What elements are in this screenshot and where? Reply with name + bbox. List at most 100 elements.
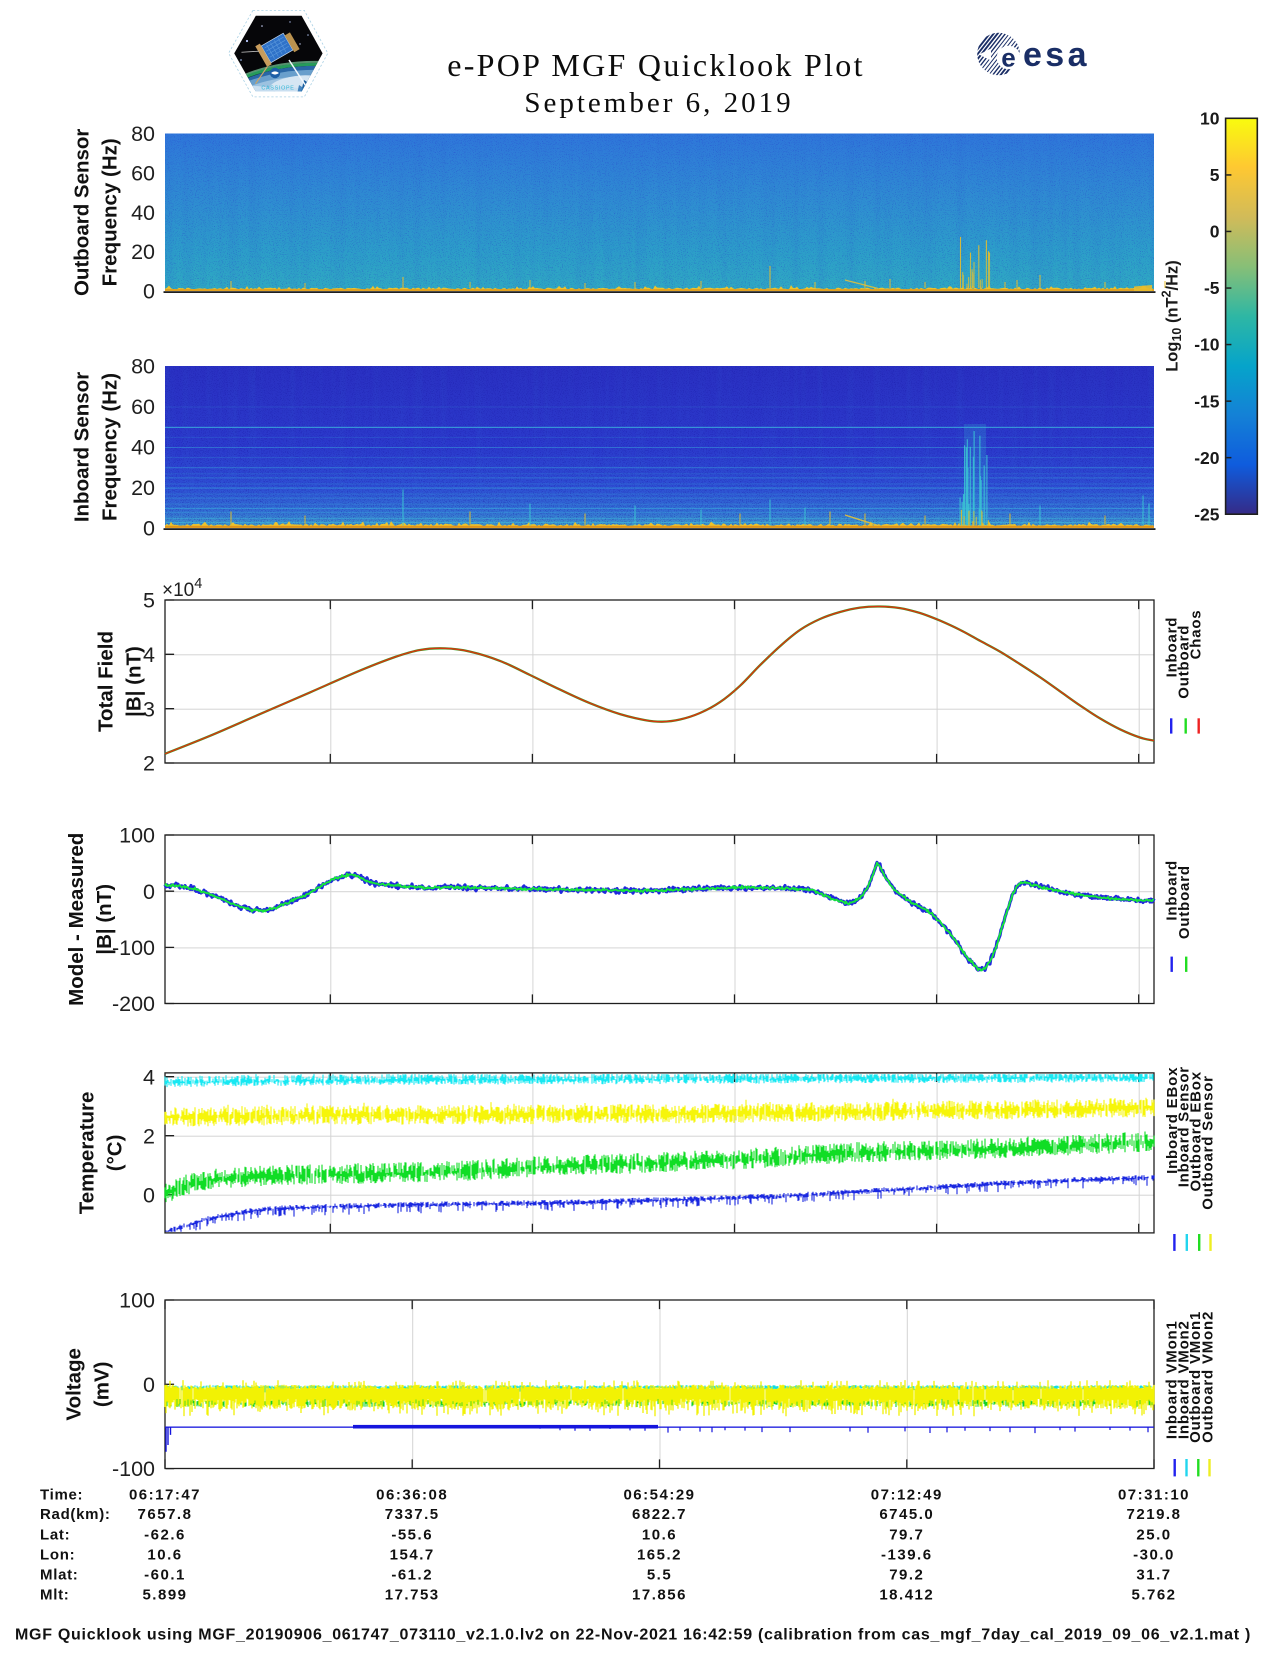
svg-text:Lon:: Lon: [40, 1547, 75, 1564]
svg-text:(°C): (°C) [103, 1135, 126, 1172]
svg-text:Inboard VMon2: Inboard VMon2 [1175, 1320, 1192, 1439]
svg-text:-15: -15 [1194, 391, 1220, 411]
svg-text:-61.2: -61.2 [391, 1567, 433, 1584]
svg-text:Mlt:: Mlt: [40, 1587, 69, 1604]
svg-text:Model - Measured: Model - Measured [65, 833, 88, 1006]
svg-text:Outboard VMon2: Outboard VMon2 [1200, 1311, 1217, 1443]
svg-text:-60.1: -60.1 [144, 1567, 186, 1584]
svg-text:Time:: Time: [40, 1487, 83, 1504]
svg-text:4: 4 [143, 643, 155, 667]
svg-text:7219.8: 7219.8 [1127, 1506, 1182, 1523]
svg-text:40: 40 [131, 201, 155, 225]
svg-text:Inboard: Inboard [1163, 860, 1180, 921]
svg-text:Outboard VMon1: Outboard VMon1 [1187, 1311, 1204, 1443]
svg-text:MGF Quicklook using MGF_201909: MGF Quicklook using MGF_20190906_061747_… [15, 1627, 1251, 1644]
svg-text:Log10 (nT2/Hz): Log10 (nT2/Hz) [1160, 260, 1185, 372]
svg-text:07:12:49: 07:12:49 [871, 1487, 943, 1504]
svg-text:0: 0 [143, 280, 155, 304]
svg-text:e-POP MGF Quicklook Plot: e-POP MGF Quicklook Plot [447, 47, 865, 83]
svg-text:5.762: 5.762 [1131, 1587, 1176, 1604]
svg-text:CASSIOPE: CASSIOPE [261, 86, 294, 92]
svg-text:-30.0: -30.0 [1133, 1547, 1175, 1564]
svg-text:06:17:47: 06:17:47 [129, 1487, 201, 1504]
svg-text:165.2: 165.2 [637, 1547, 682, 1564]
svg-text:10.6: 10.6 [642, 1526, 677, 1543]
svg-text:0: 0 [143, 1183, 155, 1207]
svg-text:20: 20 [131, 240, 155, 264]
svg-text:-10: -10 [1194, 335, 1220, 355]
svg-text:31.7: 31.7 [1136, 1567, 1171, 1584]
svg-text:06:36:08: 06:36:08 [376, 1487, 448, 1504]
svg-text:-25: -25 [1194, 504, 1220, 524]
svg-text:0: 0 [143, 880, 155, 904]
svg-text:Outboard EBox: Outboard EBox [1187, 1071, 1204, 1191]
svg-text:79.7: 79.7 [889, 1526, 924, 1543]
svg-text:79.2: 79.2 [889, 1567, 924, 1584]
svg-text:5.899: 5.899 [142, 1587, 187, 1604]
svg-text:-100: -100 [112, 936, 155, 960]
svg-text:10: 10 [1200, 109, 1220, 129]
svg-text:Outboard: Outboard [1175, 625, 1192, 699]
svg-text:-62.6: -62.6 [144, 1526, 186, 1543]
svg-text:2: 2 [143, 752, 155, 776]
svg-text:-200: -200 [112, 992, 155, 1016]
svg-text:60: 60 [131, 162, 155, 186]
svg-text:Frequency (Hz): Frequency (Hz) [98, 373, 121, 521]
svg-text:Inboard EBox: Inboard EBox [1164, 1067, 1181, 1174]
svg-text:6745.0: 6745.0 [879, 1506, 934, 1523]
svg-text:Total Field: Total Field [94, 631, 117, 732]
svg-text:esa: esa [1023, 36, 1090, 74]
svg-text:|B| (nT): |B| (nT) [93, 884, 116, 955]
svg-text:2: 2 [143, 1124, 155, 1148]
svg-text:06:54:29: 06:54:29 [623, 1487, 695, 1504]
svg-text:07:31:10: 07:31:10 [1118, 1487, 1190, 1504]
svg-text:e: e [1001, 43, 1015, 73]
svg-text:10.6: 10.6 [147, 1547, 182, 1564]
svg-text:Frequency (Hz): Frequency (Hz) [98, 138, 121, 286]
svg-text:4: 4 [143, 1065, 155, 1089]
svg-text:17.753: 17.753 [385, 1587, 440, 1604]
svg-text:Lat:: Lat: [40, 1526, 70, 1543]
svg-text:|B| (nT): |B| (nT) [122, 646, 145, 717]
svg-text:60: 60 [131, 395, 155, 419]
svg-text:7657.8: 7657.8 [138, 1506, 193, 1523]
svg-text:Outboard Sensor: Outboard Sensor [70, 129, 93, 296]
svg-text:18.412: 18.412 [879, 1587, 934, 1604]
svg-text:5: 5 [143, 589, 155, 613]
svg-text:-5: -5 [1204, 278, 1220, 298]
svg-text:25.0: 25.0 [1136, 1526, 1171, 1543]
svg-text:Inboard VMon1: Inboard VMon1 [1164, 1320, 1181, 1439]
svg-text:17.856: 17.856 [632, 1587, 687, 1604]
svg-text:154.7: 154.7 [390, 1547, 435, 1564]
svg-text:0: 0 [143, 1373, 155, 1397]
svg-text:Mlat:: Mlat: [40, 1567, 79, 1584]
svg-text:Temperature: Temperature [75, 1092, 98, 1215]
svg-text:Chaos: Chaos [1187, 610, 1204, 660]
svg-text:6822.7: 6822.7 [632, 1506, 687, 1523]
svg-text:3: 3 [143, 697, 155, 721]
svg-text:Inboard Sensor: Inboard Sensor [70, 372, 93, 522]
svg-text:Inboard: Inboard [1163, 617, 1180, 678]
svg-text:100: 100 [119, 824, 155, 848]
svg-text:Voltage: Voltage [62, 1348, 85, 1421]
svg-text:80: 80 [131, 355, 155, 379]
svg-text:-139.6: -139.6 [881, 1547, 933, 1564]
svg-text:Rad(km):: Rad(km): [40, 1506, 111, 1523]
svg-text:Outboard Sensor: Outboard Sensor [1200, 1075, 1217, 1210]
svg-text:7337.5: 7337.5 [385, 1506, 440, 1523]
svg-text:-55.6: -55.6 [391, 1526, 433, 1543]
svg-text:0: 0 [143, 517, 155, 541]
svg-text:5: 5 [1210, 165, 1220, 185]
svg-text:5.5: 5.5 [647, 1567, 672, 1584]
svg-text:20: 20 [131, 476, 155, 500]
svg-text:September 6, 2019: September 6, 2019 [524, 87, 793, 119]
svg-text:0: 0 [1210, 222, 1220, 242]
svg-text:Outboard: Outboard [1176, 865, 1193, 939]
svg-text:100: 100 [119, 1289, 155, 1313]
svg-text:80: 80 [131, 122, 155, 146]
svg-text:-100: -100 [112, 1457, 155, 1481]
svg-text:-20: -20 [1194, 448, 1220, 468]
svg-text:(mV): (mV) [90, 1362, 113, 1408]
svg-text:Inboard Sensor: Inboard Sensor [1176, 1066, 1193, 1187]
svg-text:40: 40 [131, 436, 155, 460]
